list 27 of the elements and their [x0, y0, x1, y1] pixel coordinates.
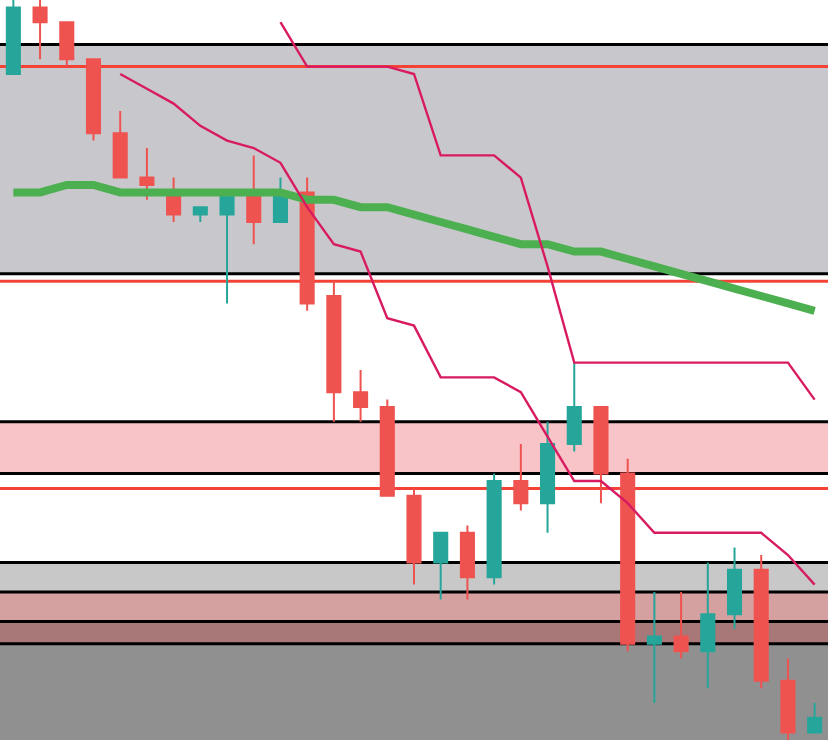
candlestick	[32, 0, 48, 61]
candlestick	[59, 21, 75, 68]
candlestick	[700, 561, 716, 690]
candlestick	[433, 531, 449, 601]
candlestick	[326, 280, 342, 423]
candlestick	[540, 420, 556, 534]
candlestick	[673, 591, 689, 660]
candlestick	[406, 487, 422, 586]
candlestick	[807, 702, 823, 734]
candlestick	[299, 176, 315, 312]
candlestick	[486, 472, 502, 586]
candlestick	[139, 147, 155, 201]
candlestick	[459, 524, 475, 601]
candlestick	[726, 546, 743, 630]
candlestick	[753, 554, 769, 690]
candlestick	[513, 443, 529, 512]
candlestick	[620, 457, 636, 653]
candlestick	[353, 369, 369, 423]
candlestick	[646, 591, 662, 704]
candlestick	[192, 206, 208, 223]
candlestick	[5, 0, 21, 75]
candlestick	[85, 58, 102, 142]
candlestick	[566, 361, 582, 453]
candlestick	[112, 110, 128, 179]
candlestick	[780, 657, 796, 740]
candlestick	[379, 398, 395, 497]
candlestick	[593, 406, 609, 505]
